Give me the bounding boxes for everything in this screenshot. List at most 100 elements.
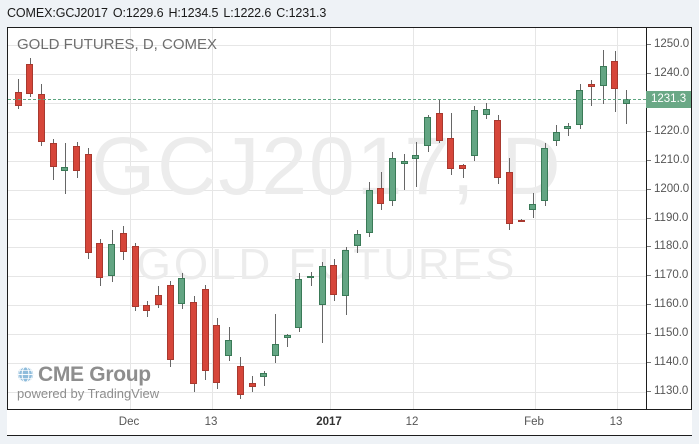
candle-body bbox=[15, 91, 22, 106]
candle-body bbox=[483, 108, 490, 115]
cme-group-name: CME Group bbox=[38, 363, 151, 386]
time-tick-label: 13 bbox=[609, 416, 623, 428]
candle-body bbox=[576, 90, 583, 125]
gridline-vertical bbox=[212, 28, 213, 409]
tick-mark bbox=[647, 73, 651, 75]
candle-body bbox=[518, 219, 525, 222]
candle-body bbox=[132, 245, 139, 307]
candle-wick bbox=[626, 90, 627, 125]
price-axis[interactable]: 1130.0 1140.0 1150.0 1160.0 1170.0 1180.0 1190… bbox=[646, 28, 691, 409]
gridline-horizontal bbox=[8, 333, 646, 335]
candle-body bbox=[319, 266, 326, 306]
candle-body bbox=[143, 305, 150, 311]
candle-body bbox=[260, 372, 267, 378]
tick-mark bbox=[647, 188, 651, 190]
candle-body bbox=[564, 126, 571, 129]
candle-wick bbox=[568, 123, 569, 137]
candle-body bbox=[167, 284, 174, 360]
time-axis[interactable]: Dec 13 2017 12 Feb 13 bbox=[7, 410, 692, 436]
chart-frame: GCJ2017, D GOLD FUTURES GOLD FUTURES, D,… bbox=[7, 27, 692, 410]
globe-icon bbox=[17, 366, 34, 383]
tick-mark bbox=[647, 304, 651, 306]
gridline-horizontal bbox=[8, 103, 646, 105]
gridline-horizontal bbox=[8, 305, 646, 307]
last-price-line bbox=[8, 99, 646, 101]
candle-body bbox=[401, 160, 408, 164]
candle-body bbox=[354, 234, 361, 246]
price-tick-label: 1240.0 bbox=[647, 67, 689, 79]
gridline-horizontal bbox=[8, 160, 646, 162]
candle-wick bbox=[264, 371, 265, 386]
candle-body bbox=[377, 188, 384, 205]
price-tick-label: 1220.0 bbox=[647, 125, 689, 137]
candle-body bbox=[120, 232, 127, 252]
candle-body bbox=[190, 302, 197, 385]
symbol-label: COMEX:GCJ2017 bbox=[7, 6, 108, 20]
candle-body bbox=[529, 204, 536, 210]
gridline-vertical bbox=[413, 28, 414, 409]
price-tick-label: 1140.0 bbox=[647, 356, 688, 368]
gridline-vertical bbox=[330, 28, 331, 409]
candle-body bbox=[412, 155, 419, 160]
powered-by-tradingview: powered by TradingView bbox=[17, 386, 160, 401]
candle-body bbox=[85, 153, 92, 254]
candle-body bbox=[447, 137, 454, 170]
plot-area[interactable]: GCJ2017, D GOLD FUTURES GOLD FUTURES, D,… bbox=[8, 28, 646, 409]
candle-body bbox=[50, 143, 57, 167]
candle-wick bbox=[311, 271, 312, 287]
candle-body bbox=[237, 365, 244, 395]
price-tick-label: 1150.0 bbox=[647, 327, 688, 339]
gridline-horizontal bbox=[8, 218, 646, 220]
candle-body bbox=[553, 131, 560, 141]
low-value: L:1222.6 bbox=[223, 6, 272, 20]
candle-body bbox=[249, 383, 256, 388]
candle-body bbox=[155, 294, 162, 306]
candle-body bbox=[295, 279, 302, 329]
tick-mark bbox=[647, 361, 651, 363]
tick-mark bbox=[647, 130, 651, 132]
candle-body bbox=[96, 243, 103, 278]
tick-mark bbox=[647, 390, 651, 392]
gridline-horizontal bbox=[8, 362, 646, 364]
candle-body bbox=[342, 250, 349, 297]
candle-body bbox=[436, 113, 443, 141]
gridline-horizontal bbox=[8, 247, 646, 249]
quote-header: COMEX:GCJ2017 O:1229.6 H:1234.5 L:1222.6… bbox=[0, 0, 699, 26]
candle-body bbox=[541, 147, 548, 202]
candle-body bbox=[307, 276, 314, 279]
tick-mark bbox=[647, 217, 651, 219]
tick-mark bbox=[647, 332, 651, 334]
candle-body bbox=[506, 172, 513, 225]
gridline-vertical bbox=[130, 28, 131, 409]
candle-body bbox=[202, 289, 209, 372]
close-value: C:1231.3 bbox=[276, 6, 327, 20]
candlestick-series bbox=[8, 28, 646, 409]
candle-body bbox=[108, 244, 115, 277]
price-tick-label: 1200.0 bbox=[647, 183, 689, 195]
open-value: O:1229.6 bbox=[112, 6, 164, 20]
last-price-badge: 1231.3 bbox=[646, 90, 691, 108]
candle-wick bbox=[404, 153, 405, 190]
candle-body bbox=[588, 84, 595, 88]
candle-body bbox=[225, 339, 232, 356]
cme-group-logo: CME Group powered by TradingView bbox=[17, 364, 159, 400]
gridline-horizontal bbox=[8, 189, 646, 191]
candle-body bbox=[494, 120, 501, 179]
gridline-vertical bbox=[617, 28, 618, 409]
time-tick-label: Feb bbox=[524, 416, 544, 428]
candle-body bbox=[611, 61, 618, 89]
candle-body bbox=[424, 117, 431, 147]
high-value: H:1234.5 bbox=[168, 6, 219, 20]
candle-wick bbox=[416, 142, 417, 187]
gridline-horizontal bbox=[8, 45, 646, 47]
price-tick-label: 1170.0 bbox=[647, 269, 688, 281]
candle-body bbox=[26, 64, 33, 95]
candle-body bbox=[330, 264, 337, 295]
candle-body bbox=[389, 157, 396, 202]
gridline-horizontal bbox=[8, 131, 646, 133]
time-tick-label: 12 bbox=[405, 416, 419, 428]
price-tick-label: 1210.0 bbox=[647, 154, 689, 166]
time-tick-label: 2017 bbox=[316, 416, 342, 428]
tick-mark bbox=[647, 246, 651, 248]
